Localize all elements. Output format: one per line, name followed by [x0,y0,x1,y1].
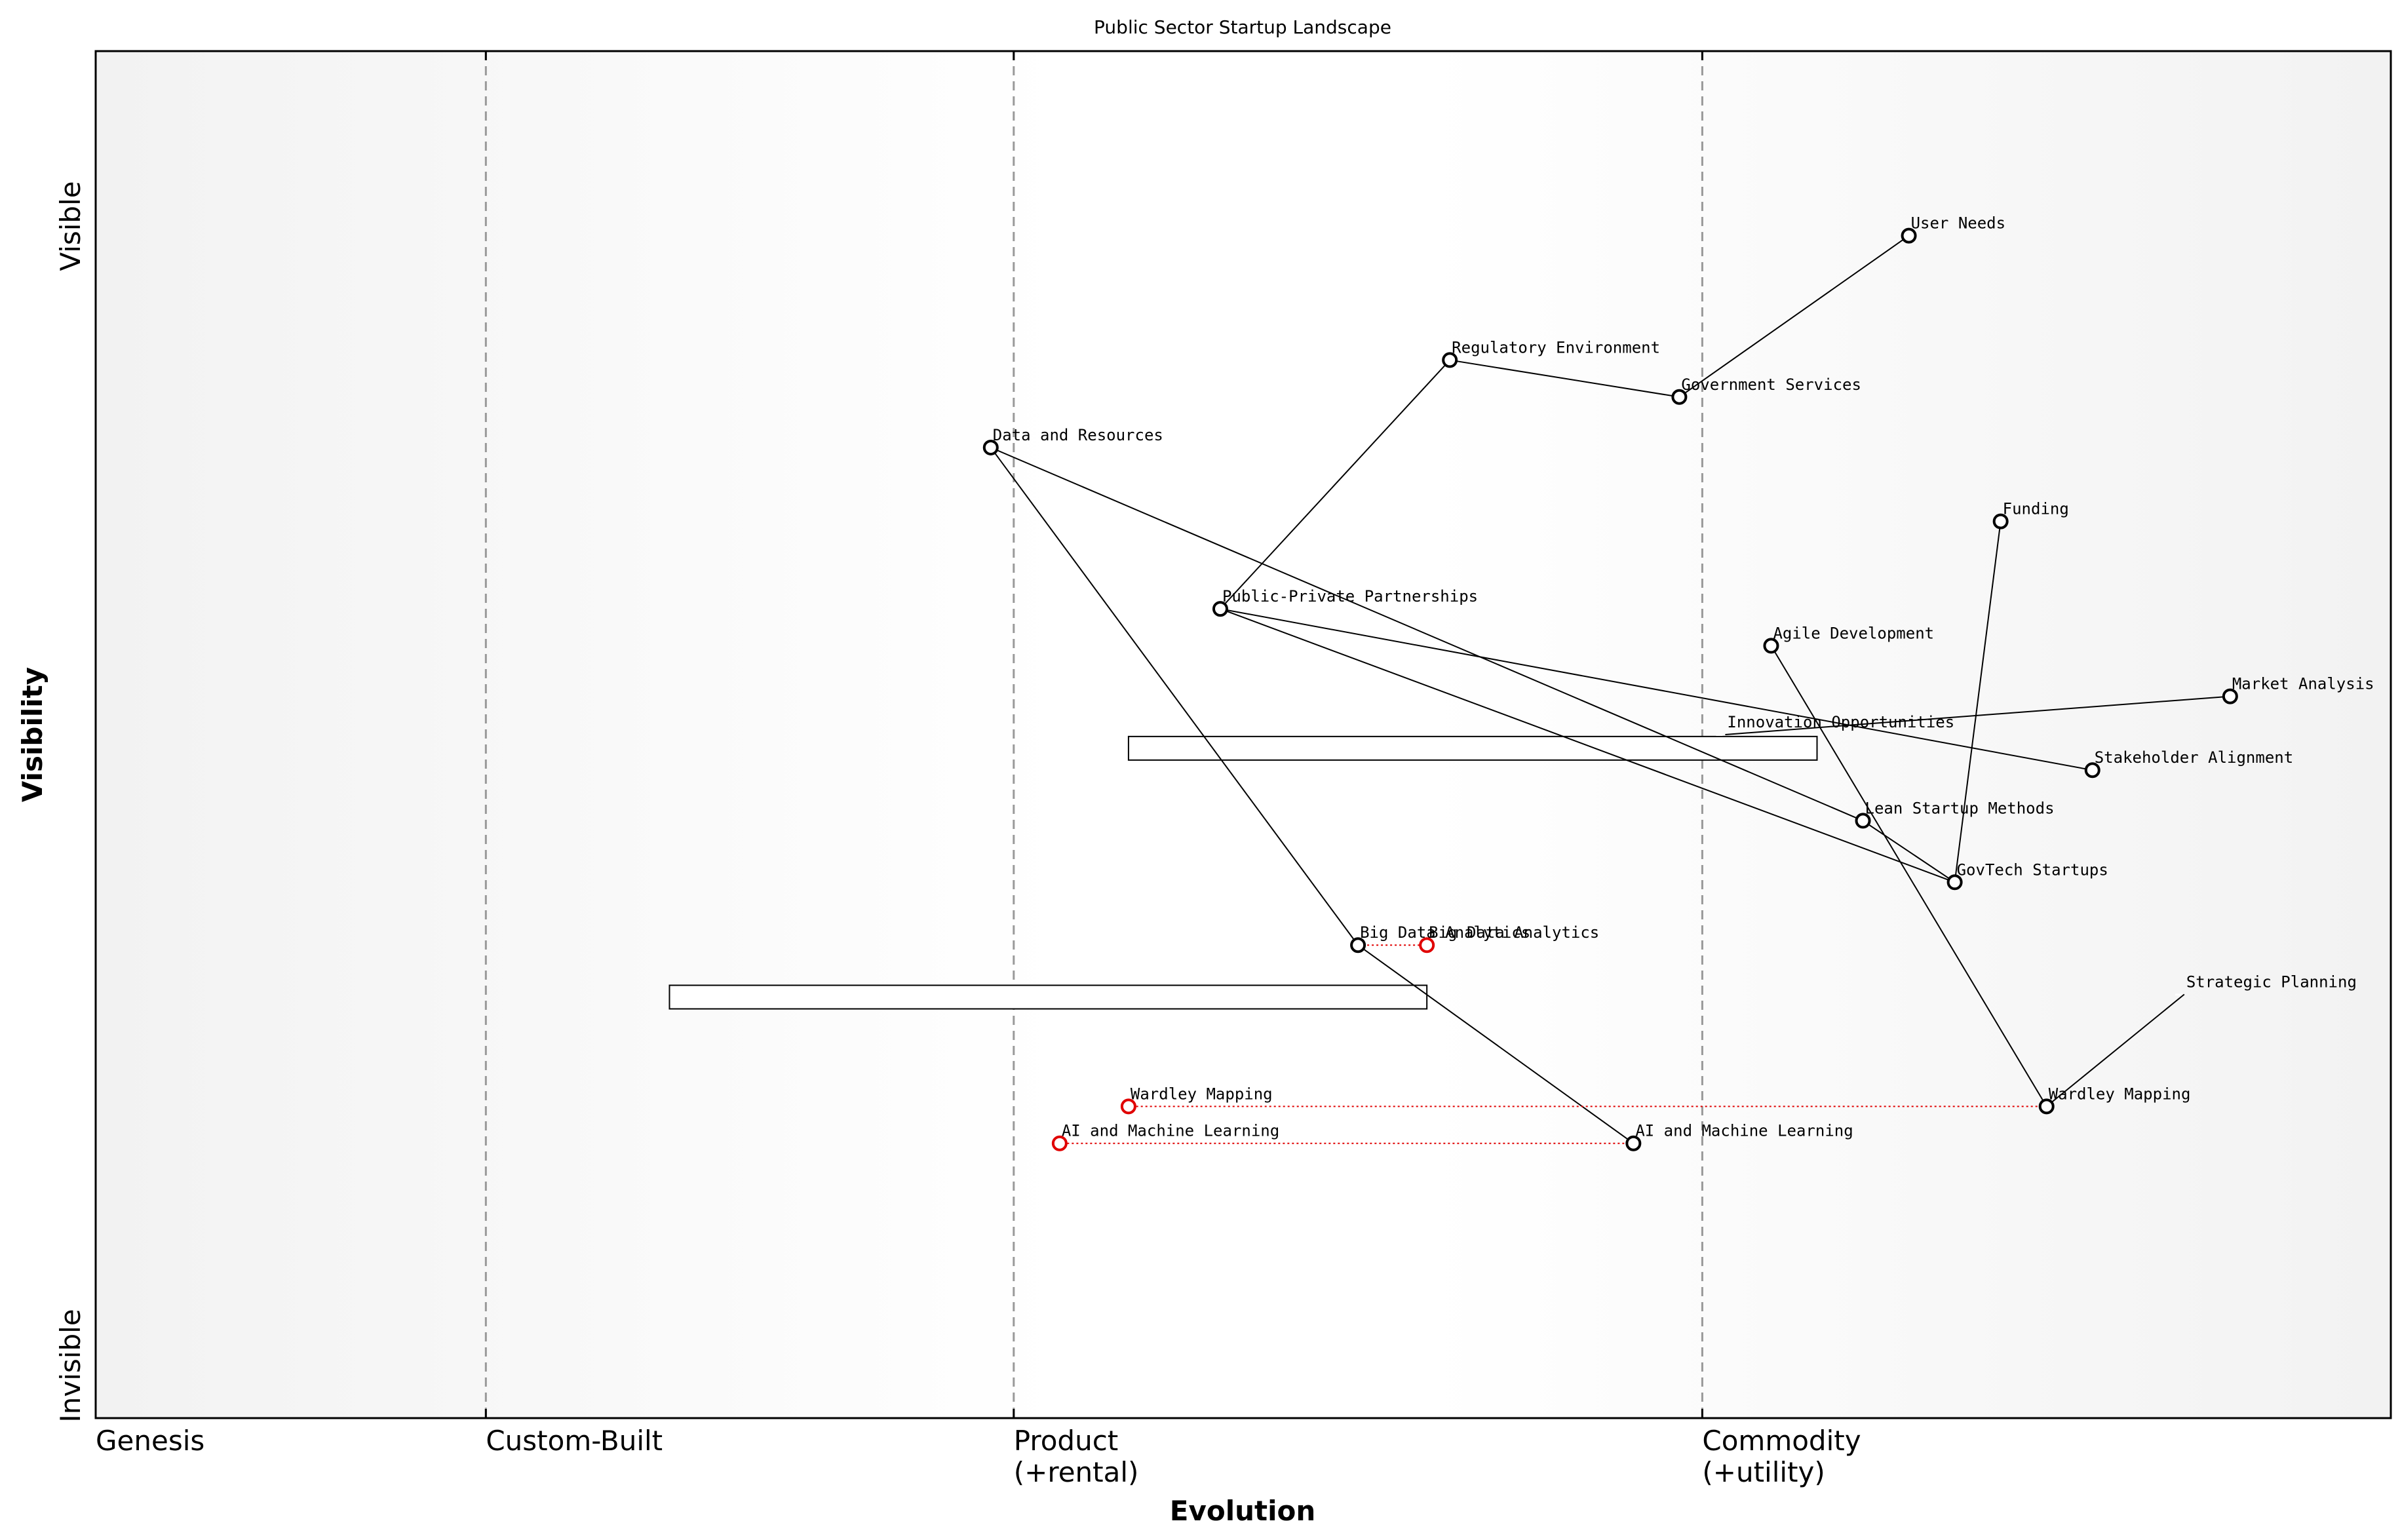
component-label: Data and Resources [993,426,1163,444]
component-big-data-analytics[interactable]: Big Data Analytics [1350,923,1530,953]
link-public-private-partnerships-to-govtech-startups [1220,608,1955,883]
component-marker[interactable] [1992,513,2009,529]
link-agile-development-to-wardley-mapping [1770,645,2047,1107]
component-label: Stakeholder Alignment [2095,748,2293,767]
link-funding-to-govtech-startups [1954,521,2002,883]
stage-sublabel-product: (+rental) [1014,1456,1139,1488]
link-user-needs-to-government-services [1678,235,1910,398]
link-public-private-partnerships-to-stakeholder-alignment [1220,608,2093,771]
dependency-links [990,235,2230,1144]
evolved-label: Wardley Mapping [1131,1085,1273,1103]
component-marker[interactable] [1901,227,1917,244]
y-bottom-label: Invisible [54,1309,87,1422]
link-wardley-mapping-to-strategic-planning [2046,993,2185,1107]
component-marker[interactable] [982,439,999,455]
component-marker[interactable] [1212,601,1228,617]
stage-sublabel-commodity: (+utility) [1702,1456,1825,1488]
y-axis-title: Visibility [16,667,48,802]
component-ai-and-machine-learning[interactable]: AI and Machine Learning [1625,1122,1853,1151]
evolved-marker[interactable] [1419,937,1435,953]
component-govtech-startups[interactable]: GovTech Startups [1946,860,2108,891]
component-label: Regulatory Environment [1452,338,1660,356]
component-label: Public-Private Partnerships [1222,587,1478,606]
component-marker [2175,993,2182,996]
component-data-and-resources[interactable]: Data and Resources [982,426,1163,455]
stage-label-commodity: Commodity [1702,1425,1861,1457]
stage-label-genesis: Genesis [96,1425,204,1457]
component-innovation-opportunities[interactable]: Innovation Opportunities [1716,713,1954,736]
component-marker[interactable] [1763,638,1779,654]
stage-labels: Genesis Custom-Built Product(+rental) Commo… [96,1425,1861,1488]
component-market-analysis[interactable]: Market Analysis [2222,675,2374,704]
component-label: Government Services [1681,375,1861,394]
evolved-component-wardley-mapping[interactable]: Wardley Mapping [1120,1085,1273,1115]
pipelines [668,735,1818,1010]
evolution-lines [1059,944,2047,1144]
stage-label-custom-built: Custom-Built [486,1425,663,1457]
component-label: GovTech Startups [1957,860,2108,879]
evolved-marker[interactable] [1120,1098,1136,1115]
evolved-label: Big Data Analytics [1429,923,1599,942]
component-marker[interactable] [1671,389,1688,405]
component-label: Funding [2003,500,2069,518]
link-data-and-resources-to-big-data-analytics [990,447,1359,946]
component-marker[interactable] [2222,688,2238,704]
component-label: Wardley Mapping [2049,1085,2191,1103]
component-label: Market Analysis [2232,675,2374,693]
map-frame [94,50,2392,1419]
pipeline-box [668,984,1428,1010]
component-funding[interactable]: Funding [1992,500,2069,529]
component-marker[interactable] [2084,762,2100,779]
component-regulatory-environment[interactable]: Regulatory Environment [1442,338,1660,368]
component-marker [1716,734,1723,736]
link-government-services-to-regulatory-environment [1450,359,1680,398]
component-government-services[interactable]: Government Services [1671,375,1861,405]
x-axis-title: Evolution [1170,1495,1315,1527]
component-label: Lean Startup Methods [1865,799,2055,817]
component-label: Strategic Planning [2186,972,2357,991]
link-data-and-resources-to-lean-startup-methods [990,447,1863,822]
component-label: AI and Machine Learning [1635,1122,1853,1140]
evolved-component-ai-and-machine-learning[interactable]: AI and Machine Learning [1051,1122,1279,1151]
component-agile-development[interactable]: Agile Development [1763,624,1934,654]
stage-dividers [484,51,1703,1418]
component-marker[interactable] [1625,1135,1642,1151]
component-lean-startup-methods[interactable]: Lean Startup Methods [1855,799,2055,829]
component-strategic-planning[interactable]: Strategic Planning [2175,972,2357,996]
evolved-component-big-data-analytics[interactable]: Big Data Analytics [1419,923,1599,953]
component-stakeholder-alignment[interactable]: Stakeholder Alignment [2084,748,2293,779]
component-label: User Needs [1911,214,2006,233]
components: User Needs Regulatory Environment Governme… [982,214,2374,1151]
component-marker[interactable] [1855,813,1871,829]
link-market-analysis-to-innovation-opportunities [1725,695,2230,735]
component-marker[interactable] [1946,874,1963,891]
map-background [96,51,2391,1418]
component-label: Agile Development [1773,624,1934,642]
link-big-data-analytics-to-ai-and-machine-learning [1357,944,1634,1144]
pipeline-box [1127,735,1818,761]
y-top-label: Visible [54,181,87,271]
component-marker[interactable] [1442,352,1458,368]
component-marker[interactable] [1350,937,1366,953]
component-label: Innovation Opportunities [1727,713,1954,731]
component-marker[interactable] [2038,1098,2055,1115]
component-label: Big Data Analytics [1360,923,1530,942]
component-user-needs[interactable]: User Needs [1901,214,2006,244]
stage-label-product: Product [1014,1425,1118,1457]
evolved-label: AI and Machine Learning [1062,1122,1279,1140]
component-wardley-mapping[interactable]: Wardley Mapping [2038,1085,2191,1115]
link-lean-startup-methods-to-govtech-startups [1862,820,1956,883]
map-title: Public Sector Startup Landscape [1094,16,1391,38]
link-regulatory-environment-to-public-private-partnerships [1220,359,1450,609]
evolved-marker[interactable] [1051,1135,1068,1151]
component-public-private-partnerships[interactable]: Public-Private Partnerships [1212,587,1478,617]
